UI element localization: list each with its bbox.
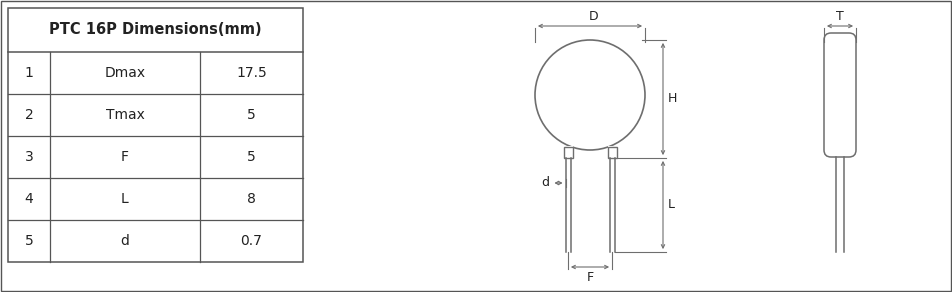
Text: F: F	[586, 271, 593, 284]
Bar	[8, 8, 303, 262]
Text: 17.5: 17.5	[236, 66, 267, 80]
Text: 5: 5	[248, 150, 256, 164]
Bar	[607, 146, 617, 151]
Text: 1: 1	[25, 66, 33, 80]
Text: PTC 16P Dimensions(mm): PTC 16P Dimensions(mm)	[50, 22, 262, 37]
Bar	[607, 147, 617, 158]
Text: H: H	[668, 93, 678, 105]
Text: L: L	[668, 199, 675, 211]
Bar	[564, 146, 572, 151]
Text: L: L	[121, 192, 129, 206]
FancyBboxPatch shape	[824, 33, 856, 157]
Bar	[564, 147, 572, 158]
Text: d: d	[121, 234, 129, 248]
Text: 3: 3	[25, 150, 33, 164]
Text: 4: 4	[25, 192, 33, 206]
Text: F: F	[121, 150, 129, 164]
Text: d: d	[542, 176, 549, 190]
Text: T: T	[836, 10, 843, 23]
Text: D: D	[589, 10, 599, 23]
Text: 5: 5	[25, 234, 33, 248]
Text: Tmax: Tmax	[106, 108, 145, 122]
Text: Dmax: Dmax	[105, 66, 146, 80]
Text: 2: 2	[25, 108, 33, 122]
Text: 5: 5	[248, 108, 256, 122]
Text: 0.7: 0.7	[241, 234, 263, 248]
Text: 8: 8	[248, 192, 256, 206]
